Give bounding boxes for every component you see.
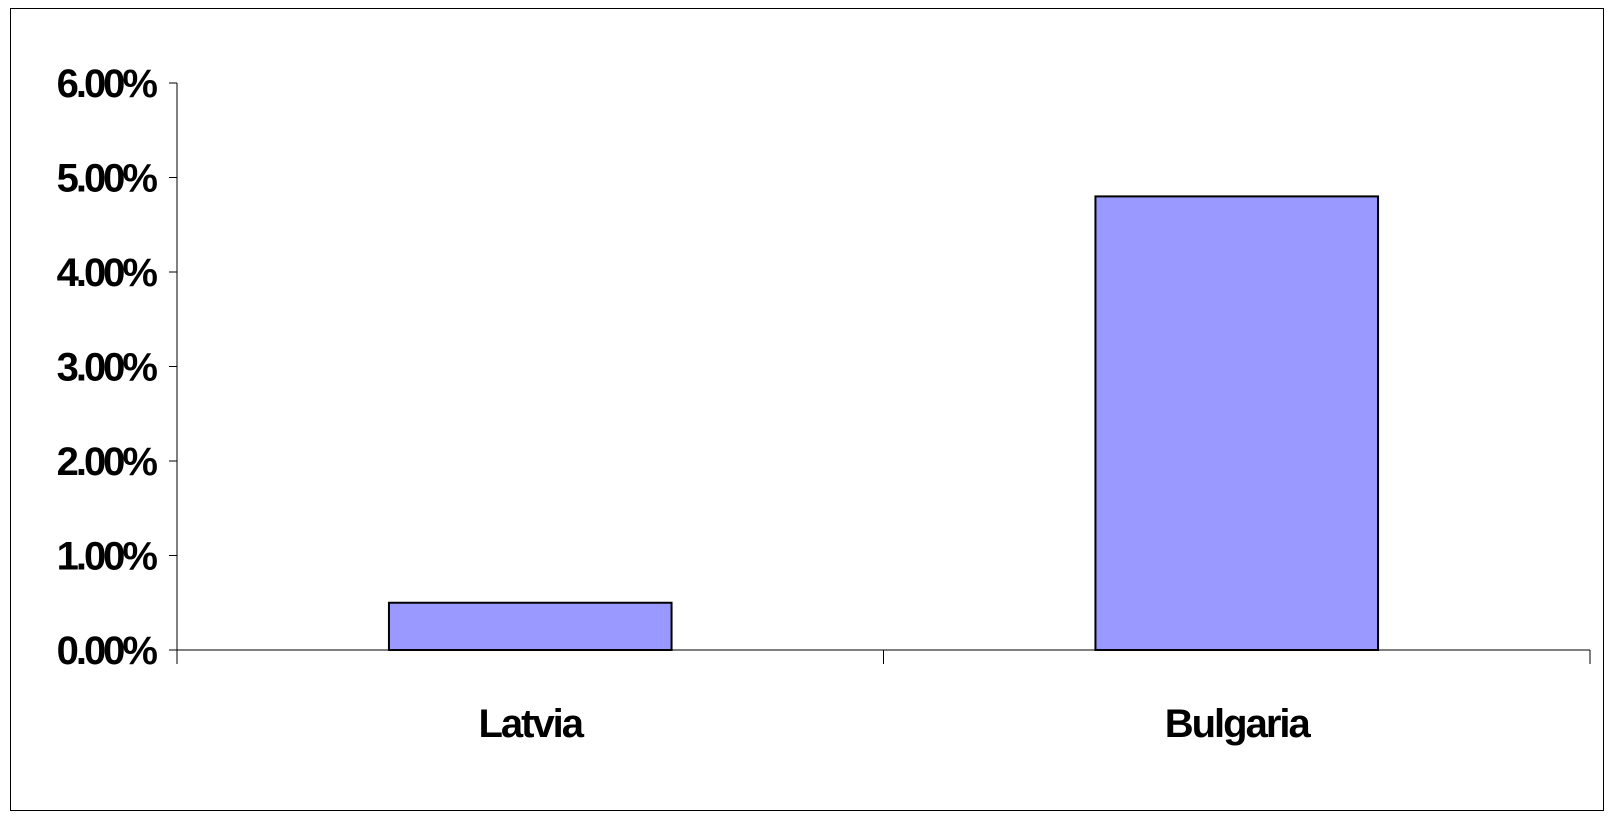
y-tick-label: 5.00% [57,157,158,201]
y-tick-label: 4.00% [57,251,158,295]
y-tick-label: 3.00% [57,346,158,390]
y-tick-label: 6.00% [57,62,158,106]
bars [387,195,1380,651]
bar-bulgaria [1094,195,1380,651]
y-tick-label: 1.00% [57,535,158,579]
y-tick-label: 0.00% [57,629,158,673]
y-tick-label: 2.00% [57,440,158,484]
labels: 0.00% 1.00% 2.00% 3.00% 4.00% 5.00% 6.00% Latvi… [57,62,1314,746]
x-tick-label: Latvia [478,702,584,746]
x-tick-label: Bulgaria [1165,702,1312,746]
bar-latvia [387,601,673,651]
